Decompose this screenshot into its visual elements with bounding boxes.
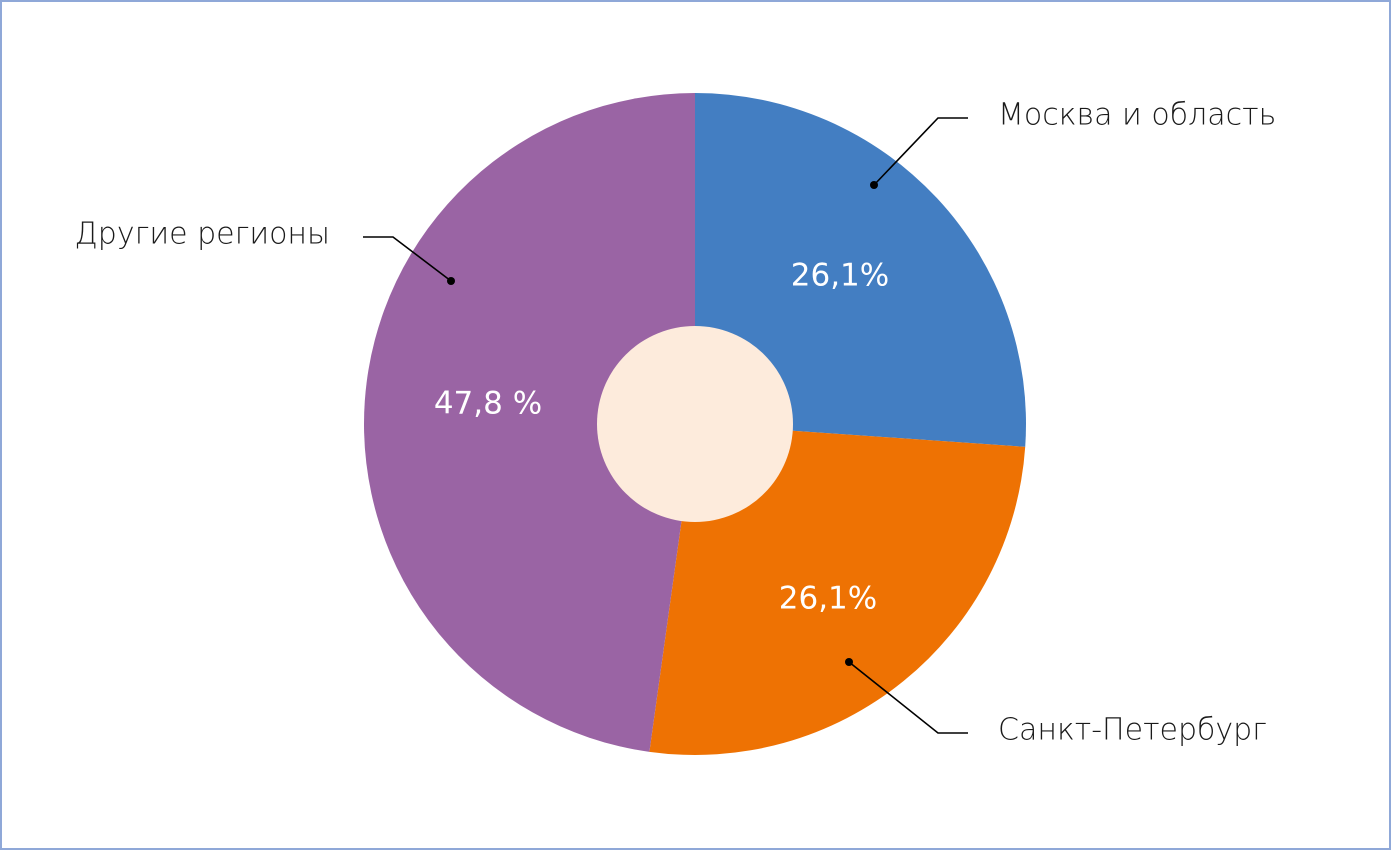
category-label: Санкт-Петербург — [998, 713, 1267, 748]
category-label: Другие регионы — [75, 217, 331, 252]
leader-dot — [870, 181, 878, 189]
slice — [364, 93, 695, 752]
leader-line — [363, 236, 452, 282]
value-label: 47,8 % — [434, 386, 542, 422]
leader-line — [848, 661, 968, 734]
leader-line — [873, 117, 968, 186]
category-label: Москва и область — [998, 98, 1276, 133]
value-label: 26,1% — [791, 258, 889, 294]
value-label: 26,1% — [779, 581, 877, 617]
leader-dot — [845, 658, 853, 666]
donut-hole — [597, 326, 793, 522]
slice — [695, 93, 1026, 447]
leader-dot — [447, 277, 455, 285]
